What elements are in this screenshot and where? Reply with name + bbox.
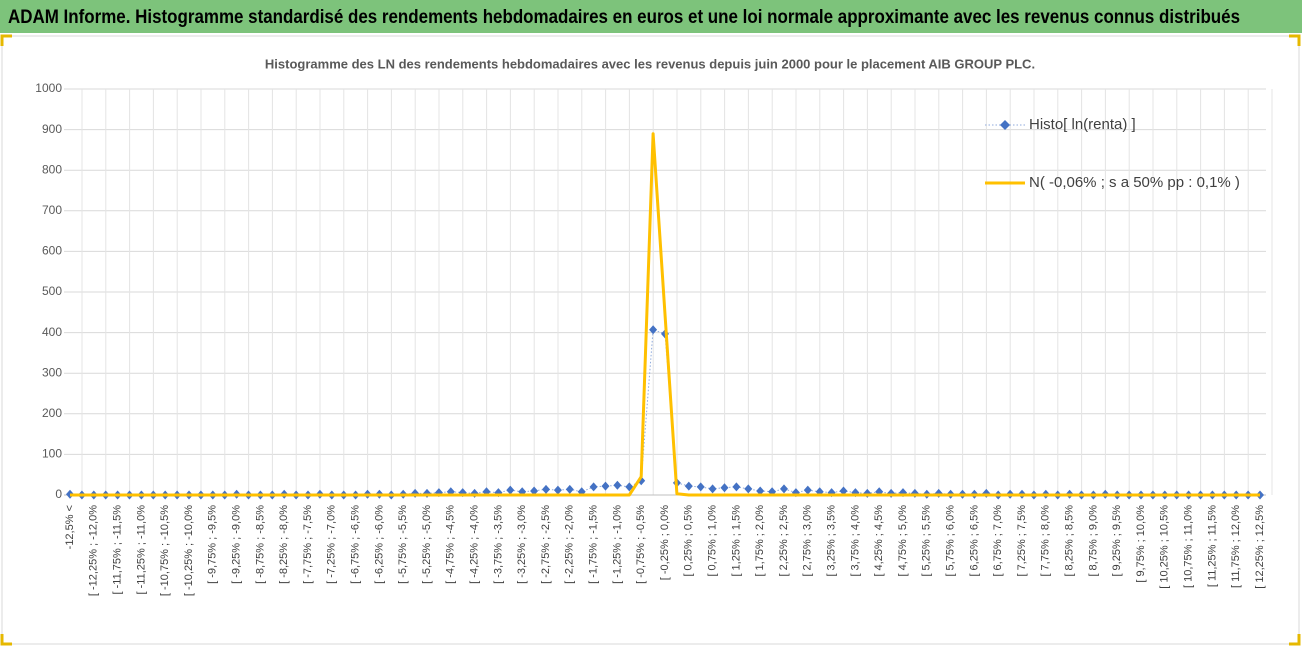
- frame-corners: [0, 34, 1301, 646]
- x-tick-label: [ 4,75% ; 5,0%: [897, 505, 909, 577]
- data-point: [530, 486, 539, 496]
- data-point: [506, 485, 515, 495]
- y-tick-label: 1000: [35, 81, 62, 95]
- legend-swatch: [1000, 120, 1010, 130]
- x-tick-label: [ 1,75% ; 2,0%: [754, 505, 766, 577]
- y-tick-label: 700: [42, 203, 62, 217]
- x-tick-label: [ 5,75% ; 6,0%: [945, 505, 957, 577]
- data-point: [756, 486, 765, 496]
- x-tick-label: [ -8,75% ; -8,5%: [254, 505, 266, 584]
- data-point: [565, 484, 574, 494]
- data-point: [542, 484, 550, 494]
- legend-label: N( -0,06% ; s a 50% pp : 0,1% ): [1029, 174, 1240, 191]
- x-tick-label: [ 4,25% ; 4,5%: [873, 505, 885, 577]
- data-point: [696, 482, 705, 492]
- x-tick-label: [ -6,75% ; -6,5%: [350, 505, 362, 584]
- x-tick-label: [ 0,75% ; 1,0%: [707, 505, 719, 577]
- x-tick-label: [ -11,75% ; -11,5%: [112, 505, 124, 595]
- x-tick-label: [ 5,25% ; 5,5%: [921, 505, 933, 577]
- x-tick-label: [ 11,25% ; 11,5%: [1206, 505, 1218, 587]
- y-tick-label: 300: [42, 365, 62, 379]
- x-tick-label: [ -7,25% ; -7,0%: [326, 505, 338, 584]
- x-tick-label: [ -5,25% ; -5,0%: [421, 505, 433, 584]
- y-tick-label: 0: [55, 487, 62, 501]
- x-tick-label: [ 0,25% ; 0,5%: [683, 505, 695, 577]
- data-point: [589, 482, 598, 492]
- legend: [963, 90, 1285, 212]
- x-tick-label: [ -0,75% ; -0,5%: [635, 505, 647, 584]
- x-tick-label: [ 10,25% ; 10,5%: [1159, 505, 1171, 589]
- grid: [64, 88, 1273, 496]
- data-point: [601, 481, 610, 491]
- data-point: [613, 480, 622, 490]
- x-tick-label: [ -3,75% ; -3,5%: [492, 505, 504, 584]
- x-tick-label: -12,5% <: [64, 505, 76, 549]
- data-point: [720, 483, 729, 493]
- y-tick-label: 600: [42, 244, 62, 258]
- x-tick-label: [ -9,75% ; -9,5%: [207, 505, 219, 584]
- y-tick-label: 900: [42, 122, 62, 136]
- data-point: [553, 485, 562, 495]
- x-tick-label: [ 2,75% ; 3,0%: [802, 505, 814, 577]
- header-bar: [0, 0, 1302, 33]
- y-tick-label: 200: [42, 406, 62, 420]
- x-tick-label: [ -8,25% ; -8,0%: [278, 505, 290, 584]
- data-point: [744, 484, 753, 494]
- x-tick-label: [ -1,25% ; -1,0%: [611, 505, 623, 584]
- x-tick-label: [ 9,75% ; 10,0%: [1135, 505, 1147, 583]
- x-tick-label: [ 2,25% ; 2,5%: [778, 505, 790, 577]
- x-tick-label: [ 6,25% ; 6,5%: [968, 505, 980, 577]
- x-tick-label: [ -7,75% ; -7,5%: [302, 505, 314, 584]
- x-tick-label: [ -2,75% ; -2,5%: [540, 505, 552, 584]
- x-tick-label: [ -4,25% ; -4,0%: [469, 505, 481, 584]
- data-point: [684, 481, 693, 491]
- x-tick-label: [ 3,75% ; 4,0%: [849, 505, 861, 577]
- x-tick-label: [ 7,75% ; 8,0%: [1040, 505, 1052, 577]
- y-tick-label: 500: [42, 284, 62, 298]
- legend-label: Histo[ ln(renta) ]: [1029, 116, 1136, 133]
- x-tick-label: [ -11,25% ; -11,0%: [135, 505, 147, 595]
- x-tick-label: [ -9,25% ; -9,0%: [231, 505, 243, 584]
- data-point: [649, 325, 658, 335]
- chart-title: Histogramme des LN des rendements hebdom…: [265, 56, 1035, 71]
- data-point: [803, 485, 812, 495]
- y-tick-label: 400: [42, 325, 62, 339]
- y-tick-label: 800: [42, 162, 62, 176]
- x-tick-label: [ -1,75% ; -1,5%: [588, 505, 600, 584]
- data-point: [732, 482, 741, 492]
- x-tick-label: [ 10,75% ; 11,0%: [1183, 505, 1195, 588]
- x-tick-label: [ 3,25% ; 3,5%: [826, 505, 838, 577]
- x-tick-label: [ 7,25% ; 7,5%: [1016, 505, 1028, 577]
- data-point: [708, 484, 717, 494]
- x-tick-label: [ -10,25% ; -10,0%: [183, 505, 195, 596]
- y-tick-label: 100: [42, 447, 62, 461]
- x-tick-label: [ 11,75% ; 12,0%: [1230, 505, 1242, 588]
- x-tick-label: [ -0,25% ; 0,0%: [659, 505, 671, 580]
- data-point: [625, 482, 634, 492]
- x-tick-label: [ -4,75% ; -4,5%: [445, 505, 457, 584]
- x-tick-label: [ 8,75% ; 9,0%: [1087, 505, 1099, 577]
- x-tick-label: [ 9,25% ; 9,5%: [1111, 505, 1123, 577]
- x-tick-label: [ -6,25% ; -6,0%: [373, 505, 385, 584]
- data-point: [780, 484, 788, 494]
- x-tick-label: [ 12,25% ; 12,5%: [1254, 505, 1266, 589]
- data-point: [839, 486, 848, 496]
- x-tick-label: [ -5,75% ; -5,5%: [397, 505, 409, 584]
- x-tick-label: [ 6,75% ; 7,0%: [992, 505, 1004, 577]
- x-tick-label: [ 1,25% ; 1,5%: [730, 505, 742, 577]
- x-tick-label: [ -10,75% ; -10,5%: [159, 505, 171, 596]
- x-tick-label: [ -3,25% ; -3,0%: [516, 505, 528, 584]
- x-tick-label: [ -12,25% ; -12,0%: [88, 505, 100, 596]
- x-tick-label: [ -2,25% ; -2,0%: [564, 505, 576, 584]
- x-tick-label: [ 8,25% ; 8,5%: [1064, 505, 1076, 577]
- header-title: ADAM Informe. Histogramme standardisé de…: [8, 7, 1240, 28]
- series-line: [70, 132, 1260, 497]
